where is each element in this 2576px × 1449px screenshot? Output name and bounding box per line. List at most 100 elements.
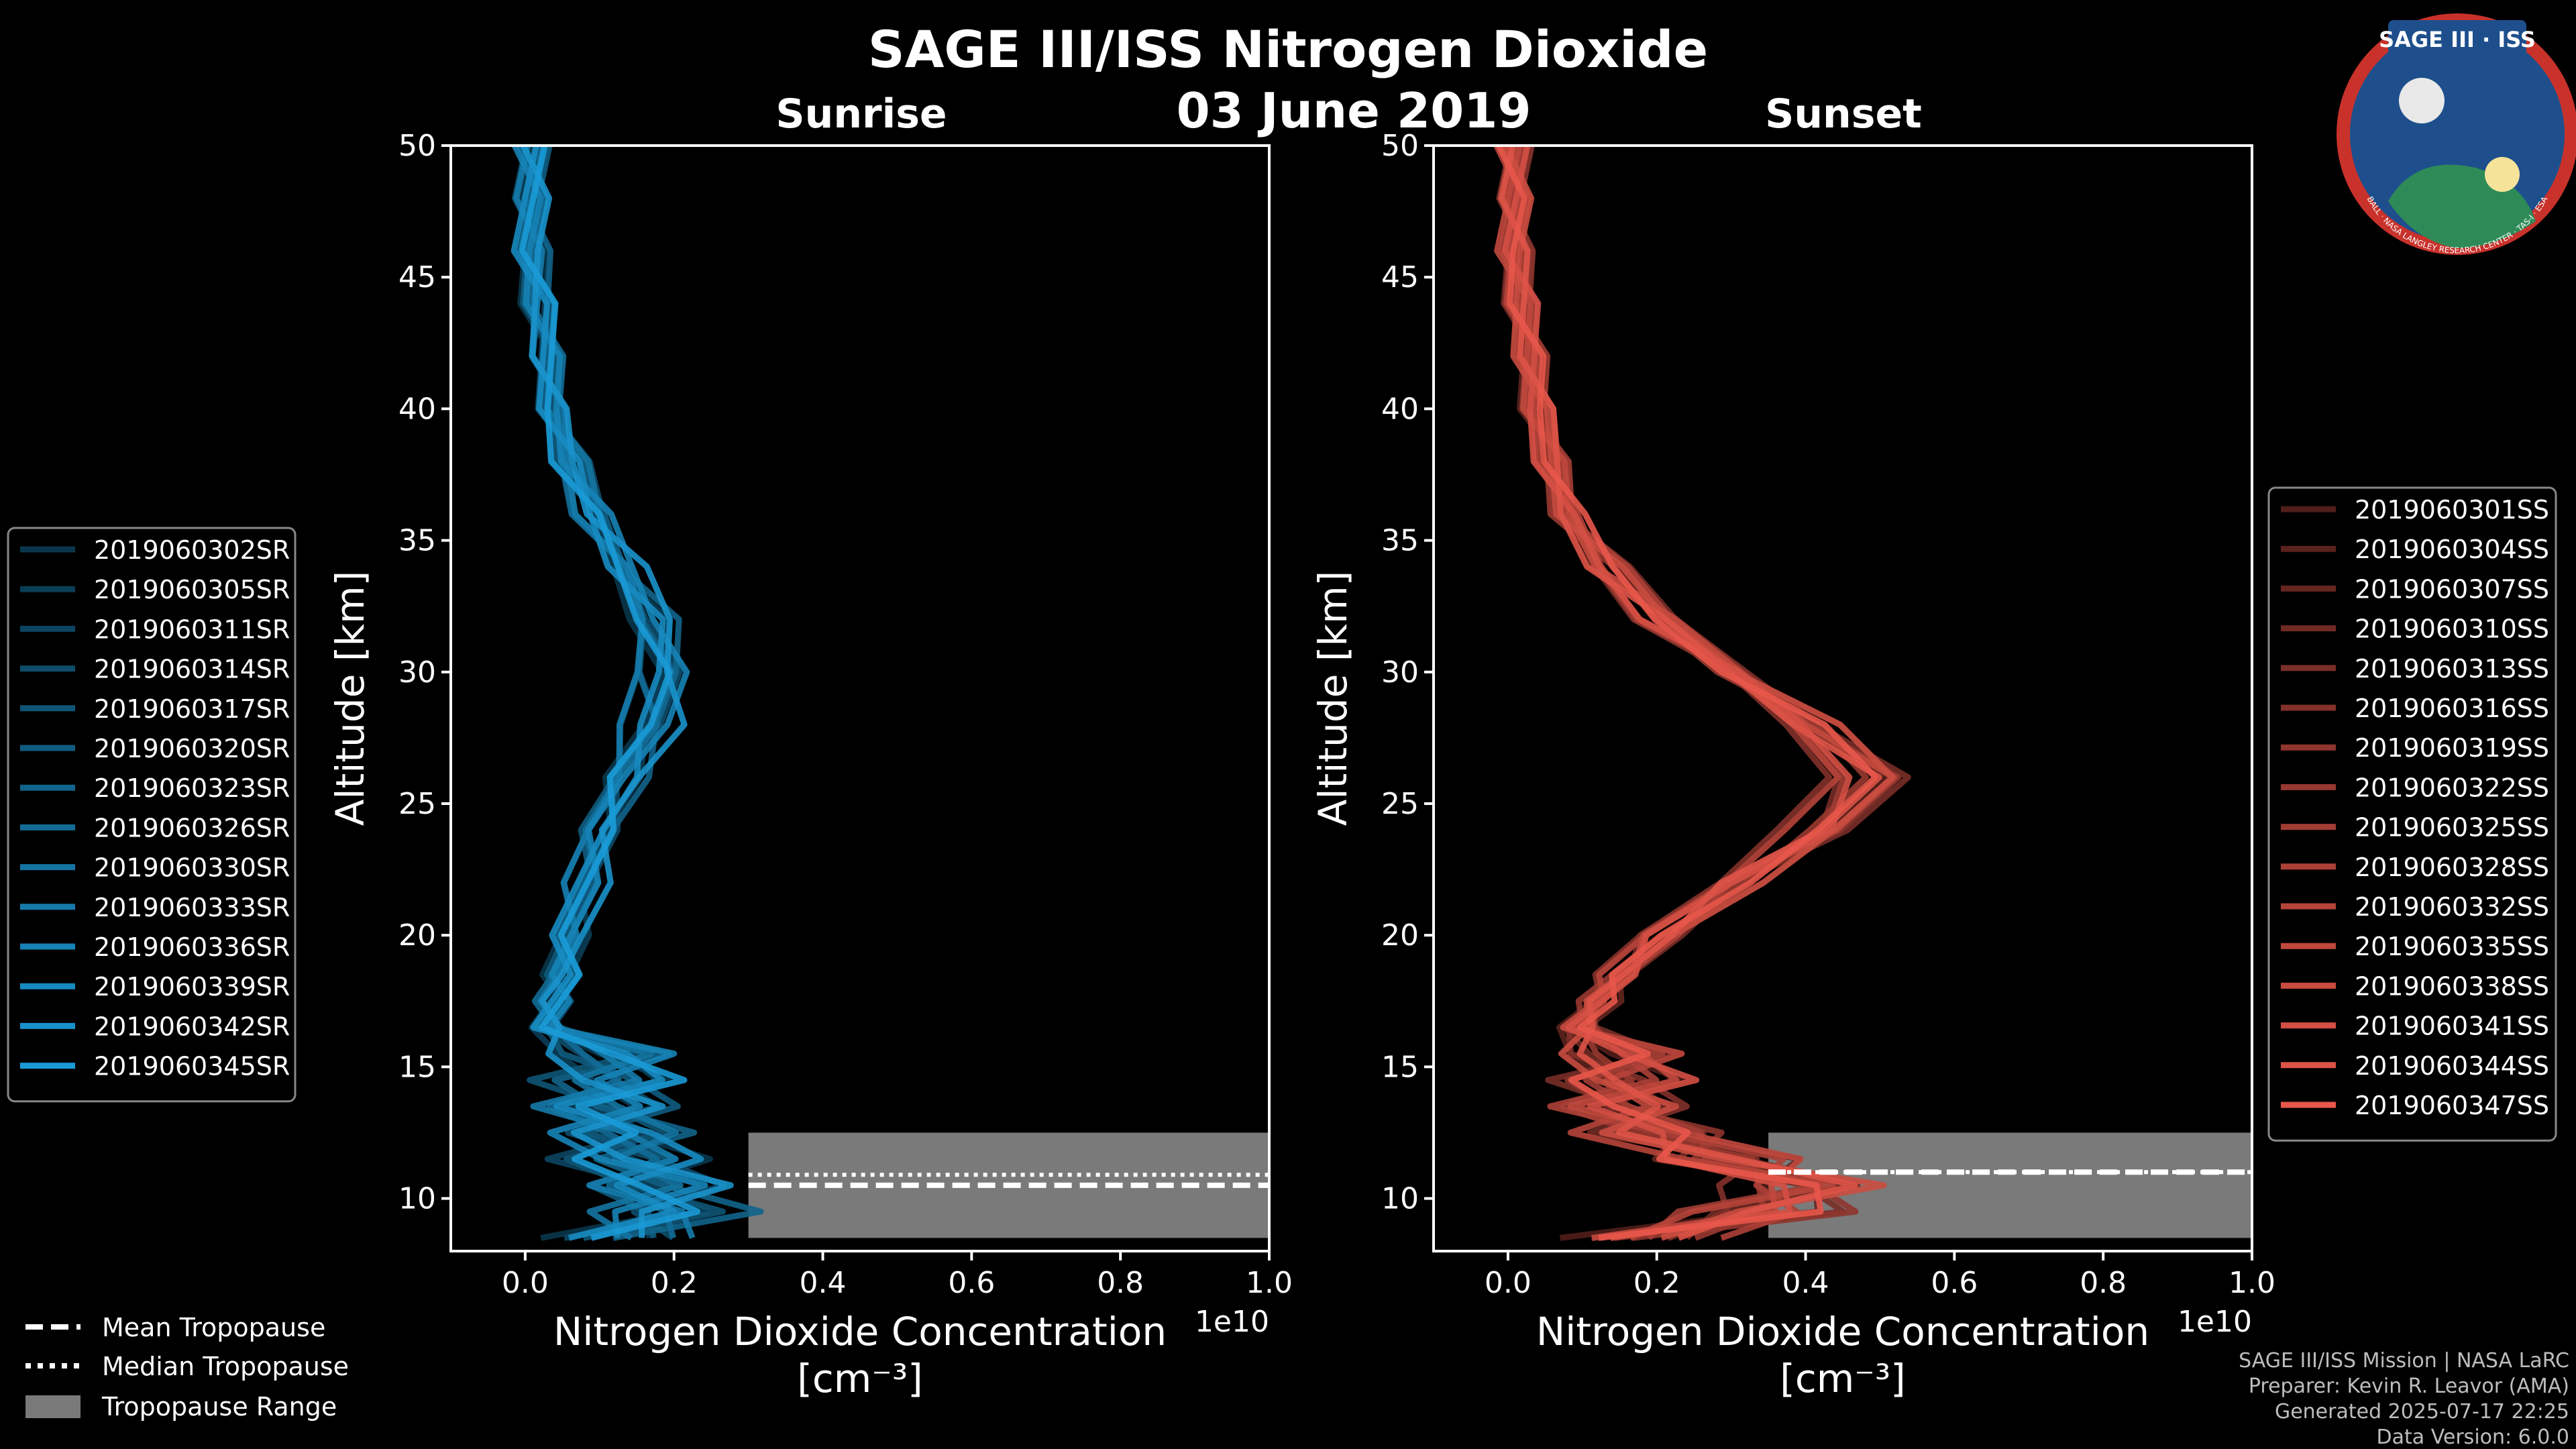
y-tick-label: 15: [1381, 1050, 1419, 1084]
sunrise-panel: 10 15 20 25 30 35 40 45 50 0.0 0.2 0.4 0.6 0.8 1.0 1e10…: [327, 129, 1293, 1401]
y-tick-label: 25: [398, 787, 436, 821]
footer-preparer: Preparer: Kevin R. Leavor (AMA): [2249, 1375, 2569, 1398]
sunrise-title: Sunrise: [775, 91, 947, 138]
y-tick-label: 40: [398, 392, 436, 426]
legend-label: 2019060339SR: [94, 972, 290, 1002]
profile-line-2019060344SS: [1499, 146, 1882, 1241]
x-tick-label: 0.8: [2080, 1266, 2127, 1300]
y-tick-label: 50: [1381, 129, 1419, 163]
x-tick-label: 0.0: [1485, 1266, 1532, 1300]
y-tick-label: 15: [398, 1050, 436, 1084]
legend-box: [7, 527, 297, 1103]
x-tick-label: 0.4: [1782, 1266, 1829, 1300]
legend-label: 2019060316SS: [2355, 694, 2549, 723]
tropopause-range-label: Tropopause Range: [101, 1392, 337, 1421]
y-tick-label: 30: [398, 655, 436, 690]
legend-label: 2019060314SR: [94, 655, 290, 684]
logo-banner: [2388, 20, 2526, 56]
sunset-panel: 10 15 20 25 30 35 40 45 50 0.0 0.2 0.4 0.6 0.8 1.0 1e10…: [1310, 129, 2275, 1401]
y-axis-label: Altitude [km]: [327, 571, 373, 826]
y-tick-label: 45: [398, 260, 436, 294]
tropopause-range-swatch: [25, 1395, 80, 1418]
legend-label: 2019060333SR: [94, 893, 290, 922]
x-axis-label: Nitrogen Dioxide Concentration: [553, 1309, 1167, 1354]
legend-label: 2019060330SR: [94, 853, 290, 883]
y-tick-label: 35: [398, 524, 436, 558]
x-tick-label: 0.6: [948, 1266, 995, 1300]
legend-label: 2019060305SR: [94, 575, 290, 604]
legend-label: 2019060326SR: [94, 813, 290, 843]
legend-label: 2019060302SR: [94, 535, 290, 565]
x-tick-label: 0.2: [651, 1266, 698, 1300]
legend-label: 2019060311SR: [94, 614, 290, 644]
y-tick-label: 10: [1381, 1182, 1419, 1216]
footer-generated: Generated 2025-07-17 22:25: [2275, 1400, 2569, 1424]
x-axis-unit: [cm⁻³]: [1780, 1356, 1906, 1401]
profile-line-2019060342SR: [520, 146, 734, 1238]
legend-label: 2019060336SR: [94, 932, 290, 962]
logo-sun-shape: [2485, 157, 2520, 192]
x-tick-label: 0.8: [1097, 1266, 1144, 1300]
legend-box: [2267, 486, 2557, 1142]
legend-label: 2019060317SR: [94, 694, 290, 724]
profile-line-2019060341SS: [1501, 146, 1853, 1241]
sunset-legend: 2019060301SS 2019060304SS 2019060307SS 2019…: [2267, 486, 2557, 1142]
footer-mission: SAGE III/ISS Mission | NASA LaRC: [2239, 1349, 2569, 1373]
legend-label: 2019060304SS: [2355, 535, 2549, 564]
profile-line-2019060336SR: [512, 146, 708, 1238]
median-tropopause-label: Median Tropopause: [102, 1352, 349, 1381]
legend-label: 2019060307SS: [2355, 574, 2549, 604]
legend-label: 2019060319SS: [2355, 733, 2549, 763]
profile-line-2019060347SS: [1496, 146, 1878, 1241]
y-tick-label: 10: [398, 1182, 436, 1216]
sunrise-legend: 2019060302SR 2019060305SR 2019060311SR 2019…: [7, 527, 297, 1103]
logo-figure-shape: [2399, 78, 2445, 123]
legend-label: 2019060341SS: [2355, 1012, 2549, 1041]
y-tick-label: 20: [1381, 918, 1419, 953]
legend-label: 2019060338SS: [2355, 971, 2549, 1001]
x-tick-label: 0.2: [1633, 1266, 1680, 1300]
legend-label: 2019060301SS: [2355, 495, 2549, 525]
profile-line-2019060313SS: [1496, 146, 1911, 1241]
legend-label: 2019060322SS: [2355, 773, 2549, 802]
legend-label: 2019060335SS: [2355, 932, 2549, 961]
legend-label: 2019060310SS: [2355, 614, 2549, 644]
logo-text: SAGE III · ISS: [2379, 27, 2536, 52]
sage-iii-iss-logo: SAGE III · ISS BALL · NASA LANGLEY RESEA…: [2337, 13, 2576, 255]
x-axis-label: Nitrogen Dioxide Concentration: [1536, 1309, 2149, 1354]
plot-frame: [449, 144, 1271, 1252]
legend-label: 2019060328SS: [2355, 853, 2549, 882]
y-tick-label: 35: [1381, 524, 1419, 558]
profile-line-2019060345SR: [519, 146, 700, 1241]
y-tick-label: 45: [1381, 260, 1419, 294]
legend-label: 2019060320SR: [94, 734, 290, 763]
footer-version: Data Version: 6.0.0: [2377, 1426, 2569, 1449]
x-tick-label: 0.4: [800, 1266, 847, 1300]
x-axis-multiplier: 1e10: [2178, 1305, 2252, 1339]
x-tick-label: 0.6: [1931, 1266, 1978, 1300]
x-axis-unit: [cm⁻³]: [797, 1356, 923, 1401]
legend-label: 2019060344SS: [2355, 1051, 2549, 1081]
plot-frame: [1432, 144, 2253, 1252]
legend-label: 2019060347SS: [2355, 1091, 2549, 1120]
legend-label: 2019060345SR: [94, 1052, 290, 1081]
y-axis-label: Altitude [km]: [1310, 571, 1356, 826]
legend-label: 2019060325SS: [2355, 813, 2549, 843]
x-axis-multiplier: 1e10: [1195, 1305, 1269, 1339]
y-tick-label: 30: [1381, 655, 1419, 690]
x-tick-label: 0.0: [502, 1266, 549, 1300]
y-tick-label: 25: [1381, 787, 1419, 821]
tropopause-legend: Mean Tropopause Median Tropopause Tropop…: [25, 1313, 349, 1421]
x-tick-label: 1.0: [2229, 1266, 2275, 1300]
mean-tropopause-label: Mean Tropopause: [102, 1313, 325, 1342]
sunset-title: Sunset: [1765, 91, 1922, 138]
y-tick-label: 50: [398, 129, 436, 163]
figure-date: 03 June 2019: [1177, 83, 1532, 139]
legend-label: 2019060313SS: [2355, 654, 2549, 684]
legend-label: 2019060342SR: [94, 1012, 290, 1041]
profile-line-2019060335SS: [1494, 146, 1896, 1241]
y-tick-label: 40: [1381, 392, 1419, 426]
x-tick-label: 1.0: [1246, 1266, 1293, 1300]
figure-title: SAGE III/ISS Nitrogen Dioxide: [868, 19, 1708, 79]
